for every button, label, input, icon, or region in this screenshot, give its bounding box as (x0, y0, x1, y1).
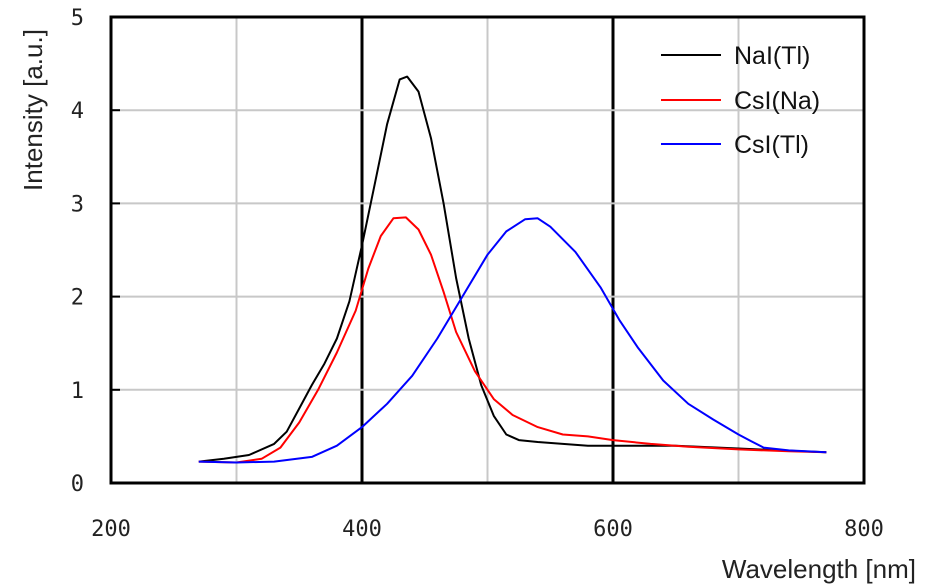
y-tick-label: 0 (71, 472, 84, 497)
x-tick-label: 800 (844, 517, 884, 542)
legend-label-csitl: CsI(Tl) (734, 131, 809, 159)
legend-label-csina: CsI(Na) (734, 87, 820, 115)
x-tick-label: 400 (342, 517, 382, 542)
x-tick-label: 600 (593, 517, 633, 542)
series-line-2 (198, 217, 827, 464)
plot-frame (109, 15, 866, 485)
series-line-1 (198, 216, 827, 464)
x-axis-title: Wavelength [nm] (722, 554, 916, 584)
y-tick-label: 4 (71, 99, 84, 124)
y-tick-label: 3 (71, 192, 84, 217)
y-tick-label: 2 (71, 286, 84, 311)
y-tick-label: 5 (71, 6, 84, 31)
tick-labels: 200 400 600 800 0 1 2 3 4 5 (71, 6, 884, 542)
plot-border (109, 15, 866, 485)
y-tick-label: 1 (71, 379, 84, 404)
series-line-0 (198, 75, 827, 463)
legend: NaI(Tl) CsI(Na) CsI(Tl) (661, 42, 820, 159)
y-axis-title: Intensity [a.u.] (18, 29, 48, 191)
series-lines (198, 75, 827, 464)
x-tick-label: 200 (91, 517, 131, 542)
legend-label-naitl: NaI(Tl) (734, 42, 810, 70)
